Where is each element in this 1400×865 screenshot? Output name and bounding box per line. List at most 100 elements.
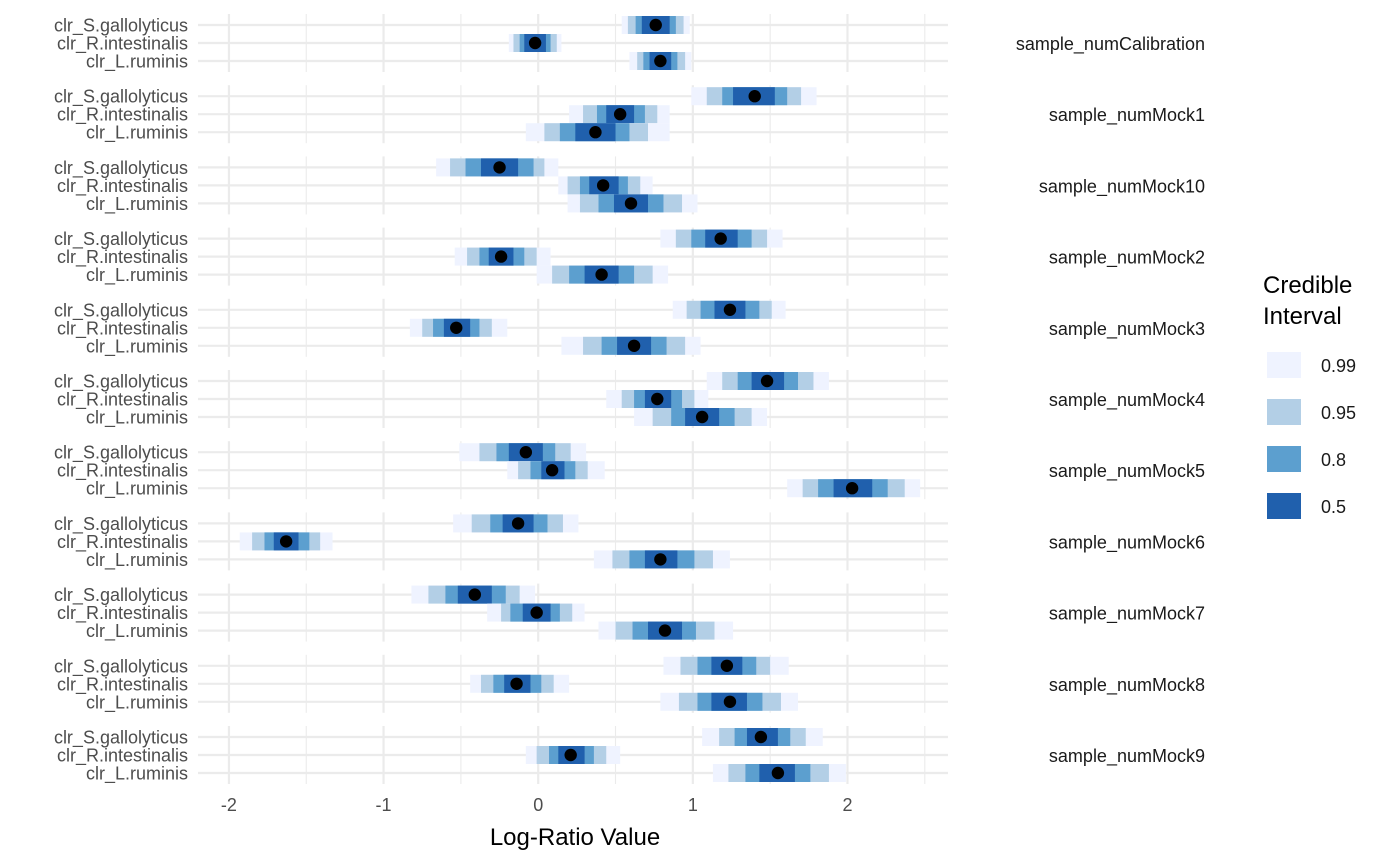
y-tick-label: clr_R.intestinalis xyxy=(57,461,188,482)
median-point xyxy=(564,748,577,762)
y-tick-label: clr_L.ruminis xyxy=(86,265,188,286)
median-point xyxy=(649,18,662,32)
y-tick-label: clr_R.intestinalis xyxy=(57,746,188,767)
median-point xyxy=(510,677,523,690)
y-tick-label: clr_L.ruminis xyxy=(86,550,188,571)
facet-panel: clr_S.gallolyticusclr_R.intestinalisclr_… xyxy=(54,726,1205,785)
facet-strip-label: sample_numMock5 xyxy=(1049,461,1205,482)
facet-panel: clr_S.gallolyticusclr_R.intestinalisclr_… xyxy=(54,441,1205,500)
median-point xyxy=(771,766,785,780)
legend: Credible Interval 0.99 0.95 0.8 0.5 xyxy=(1263,272,1356,519)
facet-strip-label: sample_numMock7 xyxy=(1049,604,1205,625)
median-point xyxy=(754,730,768,744)
y-tick-label: clr_S.gallolyticus xyxy=(54,585,188,606)
y-tick-label: clr_R.intestinalis xyxy=(57,318,188,339)
facet-panel: clr_S.gallolyticusclr_R.intestinalisclr_… xyxy=(54,583,1205,642)
median-point xyxy=(468,588,482,601)
facet-panel: clr_S.gallolyticusclr_R.intestinalisclr_… xyxy=(54,512,1205,571)
y-tick-label: clr_R.intestinalis xyxy=(57,247,188,268)
median-point xyxy=(723,695,737,708)
median-point xyxy=(493,161,506,174)
facet-panel: clr_S.gallolyticusclr_R.intestinalisclr_… xyxy=(54,298,1205,357)
facet-panel: clr_S.gallolyticusclr_R.intestinalisclr_… xyxy=(54,85,1205,144)
legend-label: 0.99 xyxy=(1321,356,1356,376)
median-point xyxy=(511,517,525,530)
y-tick-label: clr_L.ruminis xyxy=(86,692,188,713)
x-tick-label: -2 xyxy=(221,795,237,815)
median-point xyxy=(530,606,543,619)
facet-strip-label: sample_numMock3 xyxy=(1049,319,1205,340)
legend-swatch xyxy=(1267,493,1301,519)
median-point xyxy=(654,553,667,566)
x-axis: -2 -1 0 1 2 xyxy=(221,795,853,815)
y-tick-label: clr_S.gallolyticus xyxy=(54,656,188,677)
median-point xyxy=(714,232,727,245)
legend-label: 0.8 xyxy=(1321,450,1346,470)
y-tick-label: clr_R.intestinalis xyxy=(57,34,188,55)
legend-swatch xyxy=(1267,399,1301,425)
median-point xyxy=(613,108,627,121)
facet-panel: clr_S.gallolyticusclr_R.intestinalisclr_… xyxy=(54,370,1205,429)
y-tick-label: clr_L.ruminis xyxy=(86,621,188,642)
median-point xyxy=(748,90,761,103)
median-point xyxy=(720,659,734,672)
y-tick-label: clr_S.gallolyticus xyxy=(54,372,188,393)
legend-label: 0.5 xyxy=(1321,497,1346,517)
y-tick-label: clr_R.intestinalis xyxy=(57,176,188,197)
y-tick-label: clr_S.gallolyticus xyxy=(54,728,188,749)
legend-title-line: Credible xyxy=(1263,272,1352,299)
facet-panel: clr_S.gallolyticusclr_R.intestinalisclr_… xyxy=(54,654,1205,713)
y-tick-label: clr_S.gallolyticus xyxy=(54,16,188,37)
facet-strip-label: sample_numMock4 xyxy=(1049,390,1205,411)
facet-strip-label: sample_numMock1 xyxy=(1049,105,1205,126)
facet-strip-label: sample_numMock2 xyxy=(1049,248,1205,269)
facet-panels: clr_S.gallolyticusclr_R.intestinalisclr_… xyxy=(54,14,1205,785)
y-tick-label: clr_S.gallolyticus xyxy=(54,158,188,179)
median-point xyxy=(723,303,737,316)
facet-strip-label: sample_numMock10 xyxy=(1039,176,1205,197)
median-point xyxy=(595,268,608,281)
median-point xyxy=(589,126,602,139)
median-point xyxy=(494,250,508,263)
facet-strip-label: sample_numCalibration xyxy=(1016,34,1205,55)
facet-panel: clr_S.gallolyticusclr_R.intestinalisclr_… xyxy=(54,156,1205,215)
median-point xyxy=(760,374,774,388)
median-point xyxy=(658,624,672,637)
y-tick-label: clr_S.gallolyticus xyxy=(54,443,188,464)
y-tick-label: clr_R.intestinalis xyxy=(57,532,188,553)
legend-label: 0.95 xyxy=(1321,403,1356,423)
y-tick-label: clr_R.intestinalis xyxy=(57,390,188,411)
legend-title-line: Interval xyxy=(1263,303,1342,330)
median-point xyxy=(627,339,641,352)
facet-strip-label: sample_numMock9 xyxy=(1049,746,1205,767)
median-point xyxy=(654,54,667,68)
median-point xyxy=(624,197,638,210)
median-point xyxy=(528,36,542,50)
median-point xyxy=(545,464,559,477)
facet-strip-label: sample_numMock6 xyxy=(1049,532,1205,553)
y-tick-label: clr_S.gallolyticus xyxy=(54,87,188,108)
y-tick-label: clr_L.ruminis xyxy=(86,123,188,144)
y-tick-label: clr_S.gallolyticus xyxy=(54,514,188,535)
x-tick-label: 1 xyxy=(688,795,698,815)
y-tick-label: clr_L.ruminis xyxy=(86,408,188,429)
median-point xyxy=(450,321,463,334)
y-tick-label: clr_R.intestinalis xyxy=(57,105,188,126)
y-tick-label: clr_S.gallolyticus xyxy=(54,300,188,321)
median-point xyxy=(279,535,293,548)
y-tick-label: clr_L.ruminis xyxy=(86,764,188,785)
y-tick-label: clr_L.ruminis xyxy=(86,479,188,500)
y-tick-label: clr_S.gallolyticus xyxy=(54,229,188,250)
x-tick-label: 2 xyxy=(842,795,852,815)
median-point xyxy=(596,179,610,192)
x-tick-label: -1 xyxy=(376,795,392,815)
median-point xyxy=(651,392,664,406)
median-point xyxy=(845,482,859,495)
facet-strip-label: sample_numMock8 xyxy=(1049,675,1205,696)
legend-swatch xyxy=(1267,446,1301,472)
x-axis-title: Log-Ratio Value xyxy=(490,824,660,851)
facet-panel: clr_S.gallolyticusclr_R.intestinalisclr_… xyxy=(54,14,1205,73)
y-tick-label: clr_R.intestinalis xyxy=(57,603,188,624)
x-tick-label: 0 xyxy=(533,795,543,815)
